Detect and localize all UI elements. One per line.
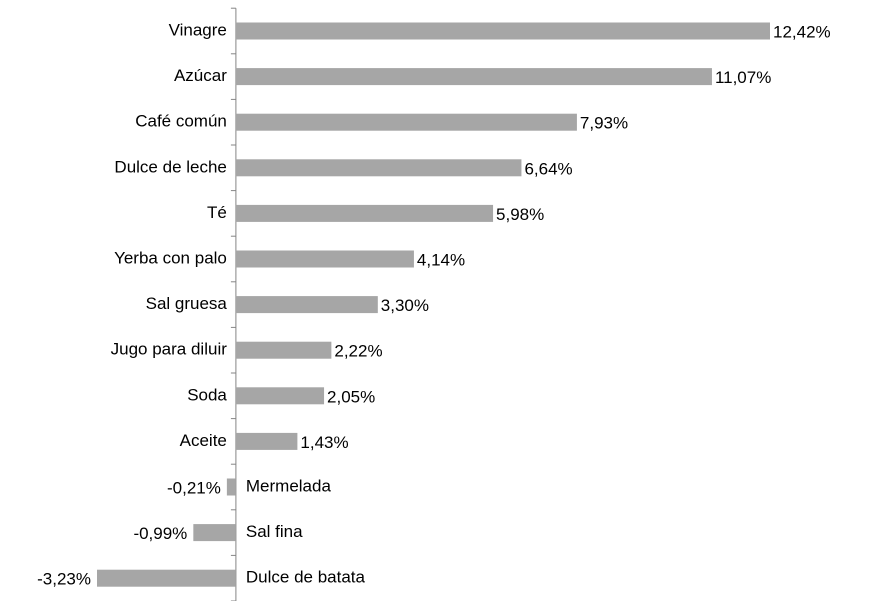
bar <box>235 22 770 40</box>
bar <box>235 296 378 314</box>
value-label: 1,43% <box>300 433 348 452</box>
value-label: -0,21% <box>167 478 221 497</box>
bar <box>235 250 414 268</box>
bar <box>235 68 712 86</box>
category-label: Sal gruesa <box>146 294 228 313</box>
value-label: -0,99% <box>133 524 187 543</box>
category-label: Café común <box>135 112 227 131</box>
value-label: 2,05% <box>327 387 375 406</box>
value-label: 3,30% <box>381 296 429 315</box>
bar <box>235 159 522 177</box>
bar <box>235 341 332 359</box>
value-label: 2,22% <box>334 342 382 361</box>
value-label: 4,14% <box>417 250 465 269</box>
value-label: 5,98% <box>496 205 544 224</box>
category-label: Yerba con palo <box>114 248 227 267</box>
category-label: Soda <box>187 385 227 404</box>
bar <box>235 113 577 131</box>
bar <box>97 569 236 587</box>
bar <box>235 387 325 405</box>
category-label: Aceite <box>180 431 227 450</box>
value-label: 11,07% <box>715 68 771 87</box>
value-label: 12,42% <box>773 22 831 41</box>
category-label: Dulce de leche <box>114 157 226 176</box>
category-label: Sal fina <box>246 522 303 541</box>
value-label: 7,93% <box>580 114 628 133</box>
bar <box>226 478 236 496</box>
category-label: Té <box>207 203 227 222</box>
category-label: Vinagre <box>169 20 227 39</box>
bar <box>193 524 236 542</box>
value-label: 6,64% <box>524 159 572 178</box>
category-label: Mermelada <box>246 476 332 495</box>
bar <box>235 204 494 222</box>
value-label: -3,23% <box>37 570 91 589</box>
category-label: Dulce de batata <box>246 568 366 587</box>
category-label: Jugo para diluir <box>111 340 228 359</box>
category-label: Azúcar <box>174 66 227 85</box>
bar <box>235 432 298 450</box>
